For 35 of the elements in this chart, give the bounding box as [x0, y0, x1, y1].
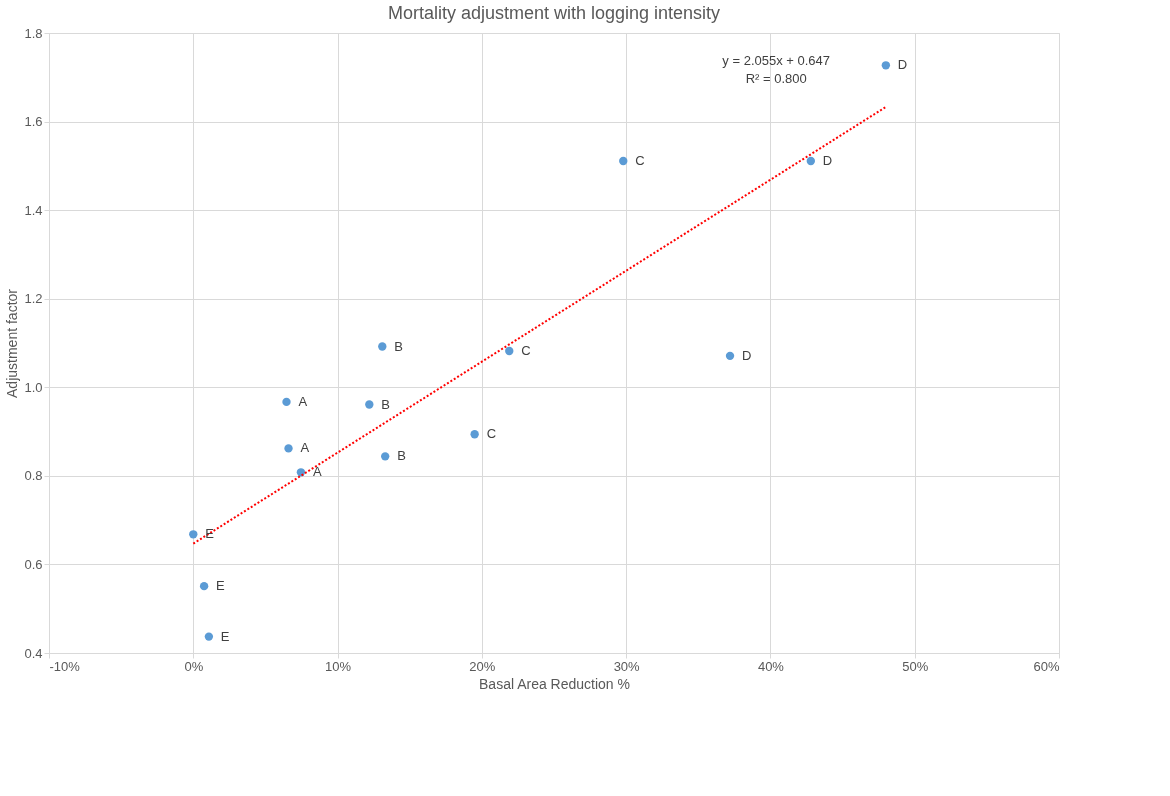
chart-title: Mortality adjustment with logging intensity — [387, 3, 721, 23]
y-tick-label: 1.8 — [24, 25, 43, 41]
y-tick-label: 0.4 — [24, 645, 43, 661]
y-tick-label: 1.2 — [24, 291, 43, 307]
annotation: A — [300, 440, 310, 456]
x-tick-label: 60% — [1033, 658, 1060, 674]
annotation: D — [897, 57, 908, 73]
x-tick-label: 20% — [469, 658, 496, 674]
annotation: D — [742, 347, 752, 363]
y-tick-label: 1.4 — [24, 202, 43, 218]
x-tick-label: -10% — [49, 658, 81, 674]
x-tick-label: 10% — [325, 658, 352, 674]
annotation: B — [394, 338, 403, 354]
y-tick-label: 1.0 — [24, 379, 43, 395]
annotation: A — [298, 393, 308, 409]
annotation: E — [216, 578, 226, 594]
x-tick-label: 30% — [613, 658, 641, 674]
x-axis-title: Basal Area Reduction % — [479, 675, 630, 692]
annotation: B — [381, 396, 390, 412]
annotation: C — [486, 426, 497, 442]
annotation: E — [220, 628, 230, 644]
annotation: R² = 0.800 — [745, 71, 807, 86]
y-tick-label: 0.8 — [24, 468, 43, 484]
y-tick-label: 0.6 — [24, 556, 43, 572]
annotation: A — [312, 464, 322, 480]
annotation: y = 2.055x + 0.647 — [722, 53, 831, 68]
x-tick-label: 40% — [757, 658, 785, 674]
annotation: D — [822, 152, 833, 168]
annotation: C — [635, 152, 645, 168]
x-tick-label: 50% — [902, 658, 929, 674]
x-tick-label: 0% — [184, 658, 204, 674]
y-axis-title: Adjustment factor — [4, 288, 21, 398]
annotation: B — [397, 448, 406, 464]
y-tick-label: 1.6 — [24, 114, 43, 130]
annotation: C — [521, 342, 531, 358]
